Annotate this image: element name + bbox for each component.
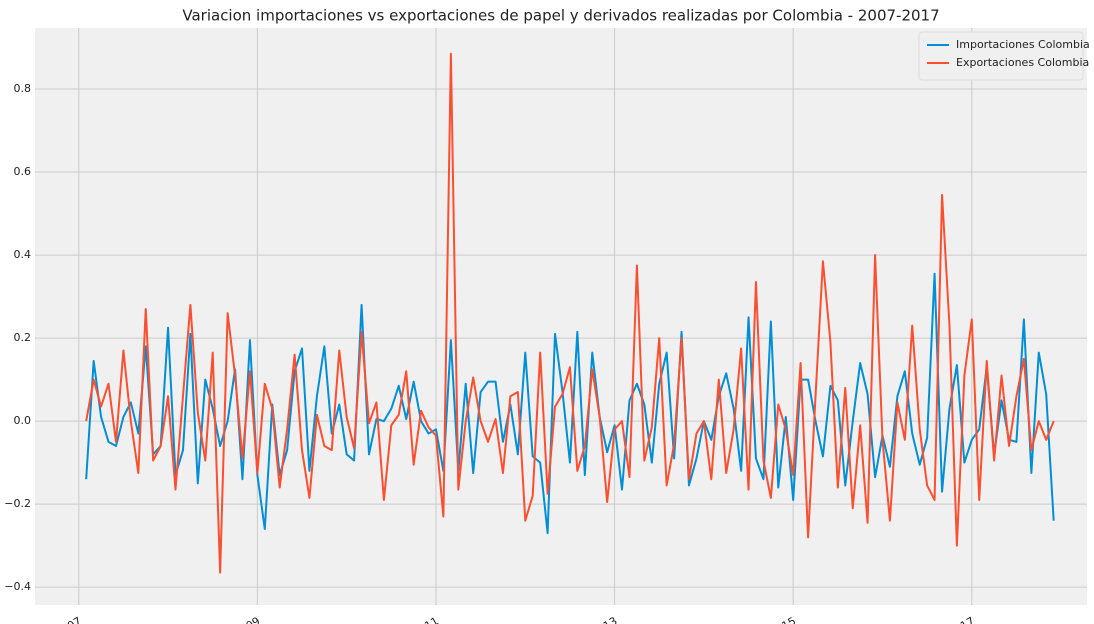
chart-title: Variacion importaciones vs exportaciones… (182, 7, 939, 25)
data-line (85, 52, 1055, 574)
x-tick-label: 2013 (589, 614, 620, 624)
y-tick-label: 0.2 (14, 331, 32, 344)
legend-label: Exportaciones Colombia (956, 56, 1089, 69)
data-line (85, 272, 1055, 535)
x-tick-label: 2009 (232, 614, 263, 624)
y-tick-label: −0.4 (4, 580, 31, 593)
y-tick-label: −0.2 (4, 497, 31, 510)
x-tick-label: 2011 (410, 614, 441, 624)
x-tick-label: 2017 (946, 614, 977, 624)
legend-box (918, 31, 1084, 81)
legend-label: Importaciones Colombia (956, 38, 1090, 51)
x-tick-label: 2007 (53, 614, 84, 624)
y-tick-label: 0.4 (14, 248, 32, 261)
x-tick-label: 2015 (767, 614, 798, 624)
y-tick-label: 0.8 (14, 82, 32, 95)
y-tick-label: 0.0 (14, 414, 32, 427)
legend: Importaciones Colombia Exportaciones Colo… (918, 31, 1090, 81)
y-tick-label: 0.6 (14, 165, 32, 178)
plot-area (35, 28, 1087, 605)
